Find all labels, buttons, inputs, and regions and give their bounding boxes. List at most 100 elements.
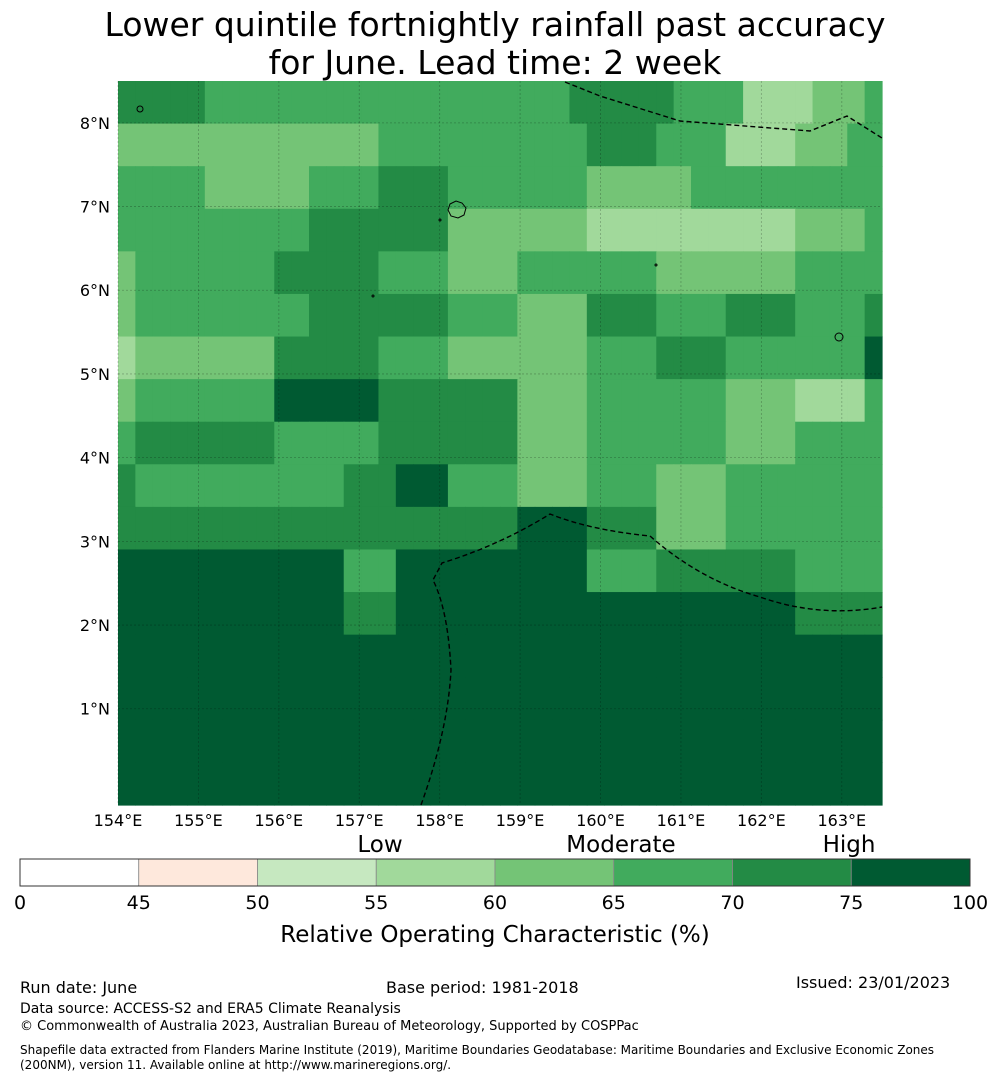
grid-cell: [274, 421, 293, 465]
grid-cell: [170, 592, 189, 636]
grid-cell: [604, 251, 623, 295]
grid-cell: [517, 592, 536, 636]
grid-cell: [326, 506, 345, 551]
grid-cell: [222, 464, 241, 508]
grid-cell: [552, 719, 571, 764]
grid-cell: [482, 464, 501, 508]
grid-cell: [708, 208, 727, 252]
grid-cell: [274, 762, 293, 806]
grid-cell: [795, 421, 814, 465]
grid-cell: [361, 379, 380, 423]
grid-cell: [378, 762, 397, 806]
grid-cell: [500, 464, 518, 508]
grid-cell: [777, 123, 796, 167]
grid-cell: [847, 506, 866, 551]
grid-cell: [864, 762, 883, 806]
grid-cell: [621, 166, 640, 210]
grid-cell: [309, 677, 327, 721]
grid-cell: [621, 634, 640, 678]
grid-cell: [413, 208, 432, 252]
grid-cell: [395, 166, 414, 210]
grid-cell: [118, 592, 136, 636]
grid-cell: [447, 719, 466, 764]
lon-tick-label: 157°E: [335, 811, 384, 830]
grid-cell: [309, 336, 327, 380]
grid-cell: [222, 379, 241, 423]
grid-cell: [500, 336, 518, 380]
chart-title: Lower quintile fortnightly rainfall past…: [0, 6, 990, 82]
grid-cell: [864, 464, 883, 508]
colorbar-segment: [257, 858, 377, 887]
grid-cell: [586, 81, 605, 125]
grid-cell: [795, 251, 814, 295]
island-small-2: [834, 332, 844, 342]
grid-cell: [465, 464, 484, 508]
grid-cell: [517, 123, 536, 167]
grid-cell: [465, 379, 484, 423]
grid-cell: [847, 421, 866, 465]
grid-cell: [656, 123, 675, 167]
issued-date: Issued: 23/01/2023: [796, 973, 951, 992]
grid-cell: [656, 634, 675, 678]
grid-cell: [135, 549, 154, 593]
grid-cell: [447, 379, 466, 423]
grid-cell: [118, 251, 136, 295]
grid-cell: [413, 549, 432, 593]
grid-cell: [829, 81, 848, 125]
grid-cell: [326, 293, 345, 338]
grid-cell: [864, 719, 883, 764]
grid-cell: [482, 592, 501, 636]
grid-cell: [638, 293, 657, 338]
grid-cell: [586, 166, 605, 210]
grid-cell: [656, 719, 675, 764]
grid-cell: [829, 379, 848, 423]
grid-cell: [204, 464, 223, 508]
grid-cell: [656, 421, 675, 465]
grid-cell: [638, 634, 657, 678]
grid-cell: [152, 251, 171, 295]
grid-cell: [291, 166, 310, 210]
grid-cell: [517, 762, 536, 806]
grid-cell: [812, 251, 831, 295]
grid-cell: [187, 208, 206, 252]
grid-cell: [829, 336, 848, 380]
grid-cell: [413, 677, 432, 721]
colorbar-label: Relative Operating Characteristic (%): [280, 922, 709, 948]
grid-cell: [361, 719, 380, 764]
grid-cell: [708, 762, 727, 806]
map-plot: 8°N 7°N 6°N 5°N 4°N 3°N 2°N 1°N 154°E 155°E 156°E…: [14, 81, 988, 948]
grid-cell: [673, 762, 692, 806]
grid-cell: [239, 506, 258, 551]
grid-cell: [204, 379, 223, 423]
grid-cell: [795, 506, 814, 551]
grid-cell: [777, 251, 796, 295]
grid-cell: [847, 719, 866, 764]
grid-cell: [760, 251, 779, 295]
grid-cell: [222, 719, 241, 764]
grid-cell: [621, 379, 640, 423]
grid-cell: [465, 251, 484, 295]
grid-cell: [343, 592, 362, 636]
grid-cell: [118, 379, 136, 423]
grid-cell: [569, 81, 588, 125]
grid-cell: [743, 379, 762, 423]
grid-cell: [864, 293, 883, 338]
grid-cell: [274, 549, 293, 593]
grid-cell: [795, 379, 814, 423]
grid-cell: [170, 251, 189, 295]
grid-cell: [552, 421, 571, 465]
grid-cell: [447, 336, 466, 380]
grid-cell: [326, 549, 345, 593]
grid-cell: [621, 293, 640, 338]
grid-cell: [465, 166, 484, 210]
grid-cell: [517, 464, 536, 508]
grid-cell: [500, 719, 518, 764]
grid-cell: [118, 123, 136, 167]
grid-cell: [239, 677, 258, 721]
grid-cell: [326, 719, 345, 764]
grid-cell: [135, 379, 154, 423]
grid-cell: [291, 634, 310, 678]
grid-cell: [274, 293, 293, 338]
grid-cell: [760, 123, 779, 167]
grid-cell: [222, 634, 241, 678]
